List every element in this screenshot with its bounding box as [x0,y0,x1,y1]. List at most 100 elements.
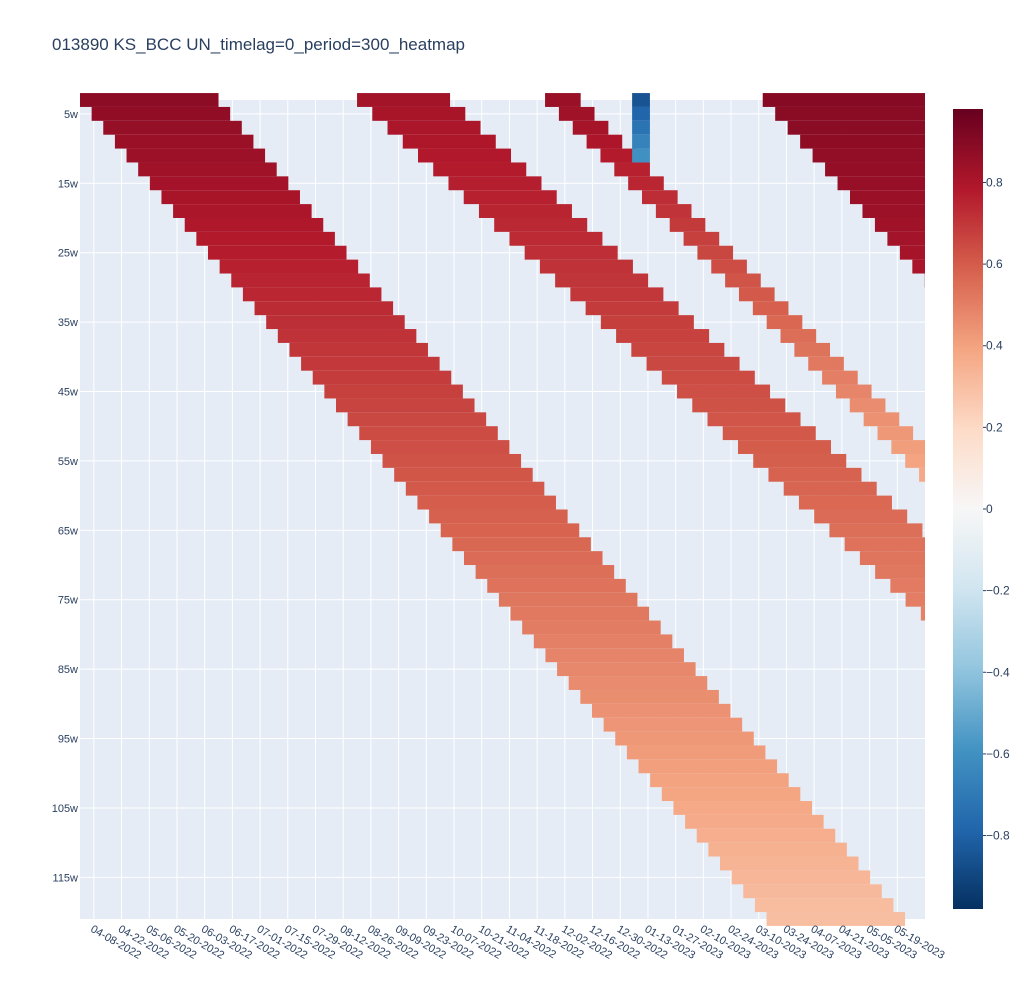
y-tick-label: 75w [58,595,78,607]
heatmap-cell [289,342,428,357]
heatmap-cell [849,398,886,413]
heatmap-cell [510,606,650,621]
heatmap-cell [448,176,542,191]
heatmap-cell [394,467,533,482]
y-tick-label: 45w [58,387,78,399]
heatmap-cell [614,162,650,177]
heatmap-cell [787,120,925,135]
colorbar-tick-label: 0 [986,502,993,516]
y-tick-label: 35w [58,317,78,329]
heatmap-cell [440,523,580,538]
heatmap-cell [357,93,451,107]
heatmap-cell [837,176,925,191]
heatmap-cell [429,509,568,524]
heatmap-cell [570,287,664,302]
heatmap-cell [752,301,789,316]
heatmap-cell [91,106,231,121]
heatmap-cell [737,440,832,454]
heatmap-cell [920,606,925,621]
heatmap-cell [452,537,591,552]
heatmap-cell [433,162,527,177]
heatmap-cell [798,495,892,510]
heatmap-cell [231,273,370,288]
heatmap-cell [524,245,618,260]
heatmap-cell [814,509,908,524]
heatmap-cell [753,453,847,468]
heatmap-cell [557,662,696,677]
heatmap-cell [405,481,545,496]
heatmap-cell [494,217,588,232]
heatmap-cell [863,412,900,427]
heatmap-cell [509,231,603,246]
heatmap-cell [266,315,405,330]
y-tick-label: 5w [64,109,78,121]
heatmap-cell [655,204,692,218]
heatmap-cell [743,884,882,899]
heatmap-cell [677,384,771,399]
heatmap-cell [418,148,512,163]
colorbar-tick-label: 0.4 [986,339,1003,353]
heatmap-cell [722,426,816,441]
heatmap-cell [126,148,266,163]
heatmap-cell [661,787,801,802]
colorbar-tick-label: −0.4 [986,665,1010,679]
heatmap-cell [149,176,289,191]
heatmap-cell [585,301,679,316]
heatmap-cell [829,523,923,538]
heatmap-cell [708,842,847,857]
heatmap-cell [372,106,466,121]
heatmap-cell [370,440,510,454]
heatmap-cell [522,620,661,635]
x-axis: 04-08-202204-22-202205-06-202205-20-2022… [88,923,946,962]
colorbar-tick-label: −0.6 [986,747,1010,761]
heatmap-cell [780,329,817,343]
heatmap-cell [161,190,300,205]
y-tick-label: 65w [58,525,78,537]
heatmap-cell [696,828,836,843]
plot-area[interactable] [80,93,925,926]
y-axis: 5w 15w 25w 35w 45w 55w 65w 75w 85w 95w 105w 115w [52,109,78,884]
heatmap-cell [875,565,925,579]
heatmap-cell [646,356,740,371]
heatmap-cell [196,231,335,246]
heatmap-cell [631,342,725,357]
heatmap-cell [80,93,219,107]
heatmap-cell [661,370,755,385]
heatmap-cell [603,717,743,732]
heatmap-cell [463,551,603,566]
heatmap-cell [138,162,277,177]
heatmap-cell [382,453,522,468]
heatmap-cell [887,231,925,246]
heatmap-cell [335,398,475,413]
heatmap-cell [242,287,382,302]
heatmap-cell [899,245,925,260]
heatmap-cell [783,481,877,496]
heatmap-cell [478,204,572,218]
heatmap-cell [184,217,324,232]
heatmap-cell [683,231,720,246]
heatmap-cell [766,315,803,330]
heatmap-cell [558,106,595,121]
y-tick-label: 25w [58,248,78,260]
heatmap-cell [568,676,708,690]
heatmap-cell [766,912,906,926]
y-tick-label: 95w [58,734,78,746]
heatmap-cell [762,93,925,107]
heatmap-cell [616,329,710,343]
colorbar-tick-label: 0.6 [986,257,1003,271]
heatmap-cell [711,259,747,274]
heatmap-cell [650,773,789,788]
colorbar-ticks: 0.8 0.6 0.4 0.2 0 −0.2 −0.4 −0.6 −0.8 [983,175,1010,843]
heatmap-cell [533,634,673,649]
heatmap-cell [626,745,766,760]
colorbar-tick-label: 0.2 [986,420,1003,434]
heatmap-cell [555,273,649,288]
heatmap-cell [347,412,487,427]
heatmap-cell [103,120,242,135]
heatmap-cell [697,245,734,260]
heatmap-cell [402,134,496,149]
heatmap-cell [417,495,556,510]
colorbar-tick-label: 0.8 [986,175,1003,189]
heatmap-cell [545,93,581,107]
heatmap-cell [580,689,719,704]
